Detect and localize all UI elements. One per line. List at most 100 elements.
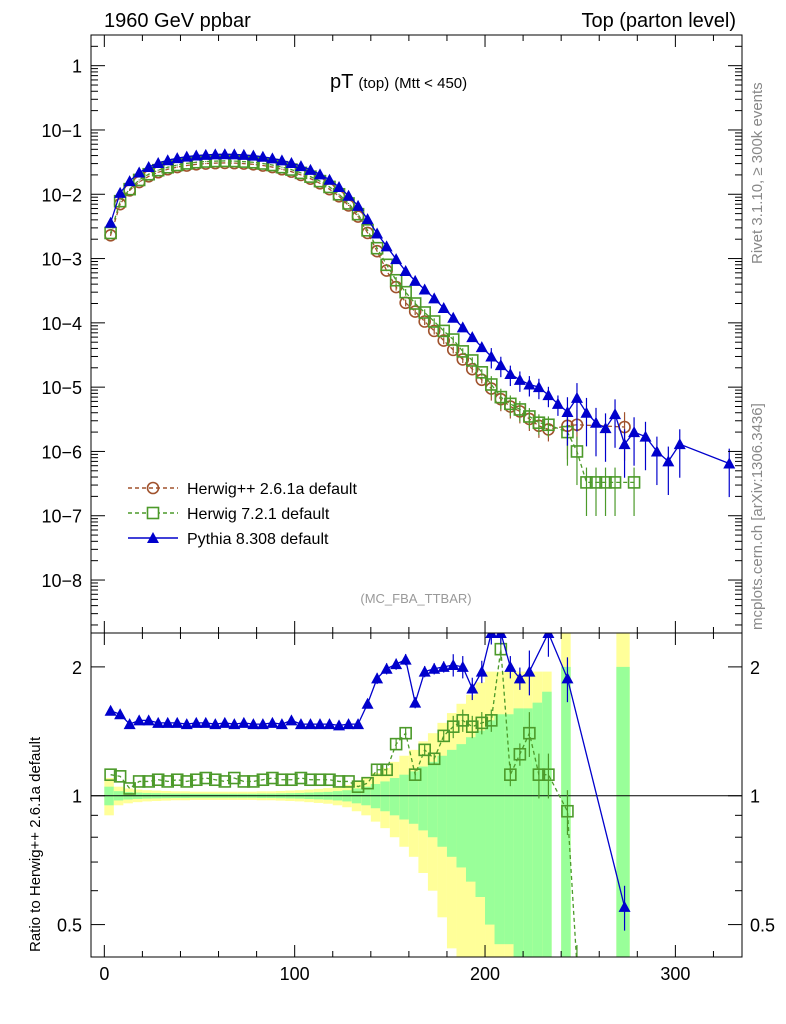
main-y-tick-label: 10−8	[41, 571, 82, 591]
main-pythia-point	[114, 186, 127, 198]
analysis-tag: (MC_FBA_TTBAR)	[360, 591, 471, 606]
main-pythia-point	[437, 302, 450, 314]
main-pythia-point	[590, 416, 603, 428]
plot-title: pT (top) (Mtt < 450)	[330, 71, 467, 93]
main-herwig7-point	[513, 403, 527, 416]
main-pythia-point	[352, 199, 365, 211]
ratio-herwig7-point	[361, 776, 374, 790]
plot-title-cut: (Mtt < 450)	[394, 75, 467, 92]
main-pythia-point	[513, 373, 526, 385]
main-pythia-point	[323, 173, 336, 185]
x-tick-label: 100	[280, 964, 310, 984]
ratio-herwig7-point	[332, 775, 346, 788]
ratio-pythia-point	[228, 718, 241, 730]
ratio-herwig7-point	[323, 773, 336, 787]
ratio-pythia-point	[161, 716, 174, 728]
ratio-pythia-point	[561, 672, 574, 684]
ratio-herwig7-point	[218, 775, 232, 788]
main-pythia-point	[418, 283, 431, 295]
main-herwig-pp-point	[427, 324, 441, 338]
ratio-pythia-point	[485, 633, 498, 638]
main-herwig7-point	[570, 445, 584, 458]
ratio-band-1sigma	[494, 714, 505, 945]
main-pythia-point	[190, 149, 203, 161]
ratio-pythia-point	[323, 718, 336, 730]
ratio-pythia-point	[218, 716, 231, 728]
plot-title-sub: (top)	[358, 75, 389, 92]
ratio-herwig7-point	[304, 773, 317, 787]
ratio-herwig7-point	[485, 714, 498, 727]
ratio-herwig7-point	[285, 773, 298, 787]
ratio-pythia-point	[152, 716, 165, 728]
main-pythia-point	[285, 156, 298, 168]
ratio-band-1sigma	[380, 781, 390, 812]
ratio-pythia-point	[209, 718, 222, 730]
ratio-pythia-point	[266, 716, 279, 728]
ratio-herwig7-point	[456, 714, 470, 727]
axes: 0 100 200 300 1 10−1 10−2 10−3 10−4 10−5 10−6 10−7 1…	[41, 34, 775, 984]
ratio-herwig7-point	[313, 773, 327, 787]
ratio-pythia-point	[456, 660, 469, 672]
ratio-band-1sigma	[427, 761, 438, 838]
ratio-pythia-point	[114, 708, 127, 720]
ratio-band-1sigma	[523, 708, 533, 957]
main-y-tick-label: 10−6	[41, 442, 82, 462]
ratio-herwig7-point	[189, 773, 203, 787]
main-pythia-point	[599, 422, 612, 434]
ratio-band-1sigma	[513, 708, 524, 957]
main-pythia-point	[618, 438, 631, 450]
main-pythia-series	[104, 148, 736, 498]
ratio-pythia-point	[247, 718, 260, 730]
ratio-herwig7-point	[161, 775, 175, 788]
main-herwig7-point	[485, 378, 498, 391]
main-pythia-point	[171, 152, 184, 164]
main-herwig7-point	[380, 258, 393, 272]
main-herwig-pp-line	[109, 162, 625, 431]
ratio-pythia-series	[104, 633, 631, 931]
ratio-band-1sigma	[465, 737, 476, 882]
ratio-uncertainty-bands	[104, 633, 630, 957]
ratio-herwig7-point	[132, 775, 146, 788]
main-herwig-pp-point	[437, 334, 451, 347]
main-pythia-point	[237, 148, 250, 160]
ratio-pythia-point	[256, 718, 269, 730]
ratio-band-1sigma	[437, 755, 447, 847]
ratio-pythia-point	[352, 718, 365, 730]
main-herwig7-point	[580, 476, 593, 489]
main-pythia-point	[142, 161, 155, 173]
main-herwig7-point	[446, 333, 460, 346]
ratio-herwig7-point	[523, 726, 536, 740]
main-herwig7-series	[104, 154, 641, 517]
ratio-herwig7-point	[294, 771, 308, 785]
side-label-rivet: Rivet 3.1.10, ≥ 300k events	[749, 82, 766, 264]
ratio-herwig7-point	[380, 763, 393, 777]
ratio-pythia-point	[342, 718, 355, 730]
ratio-pythia-point	[199, 716, 212, 728]
main-pythia-point	[673, 438, 686, 450]
ratio-pythia-point	[475, 665, 488, 677]
ratio-herwig7-point	[199, 771, 213, 785]
ratio-pythia-point	[294, 718, 307, 730]
main-pythia-point	[504, 368, 517, 380]
x-tick-label: 0	[99, 964, 109, 984]
ratio-pythia-point	[133, 714, 146, 726]
ratio-pythia-point	[380, 662, 393, 674]
ratio-herwig7-line	[110, 649, 578, 957]
ratio-pythia-point	[180, 718, 193, 730]
main-pythia-point	[551, 397, 564, 409]
ratio-plot-data	[104, 633, 631, 957]
main-pythia-point	[304, 163, 317, 175]
main-pythia-point	[294, 160, 307, 172]
header-right-title: Top (parton level)	[581, 10, 736, 32]
main-y-tick-label: 10−7	[41, 507, 82, 527]
legend: Herwig++ 2.6.1a default Herwig 7.2.1 def…	[128, 481, 357, 548]
ratio-pythia-point	[428, 662, 441, 674]
main-herwig-pp-series	[104, 156, 631, 461]
main-pythia-point	[662, 455, 675, 467]
main-pythia-point	[161, 154, 174, 166]
main-pythia-point	[342, 189, 355, 201]
main-pythia-point	[639, 430, 652, 442]
main-pythia-point	[180, 150, 193, 162]
ratio-herwig7-point	[247, 775, 260, 788]
ratio-herwig7-point	[237, 775, 251, 788]
